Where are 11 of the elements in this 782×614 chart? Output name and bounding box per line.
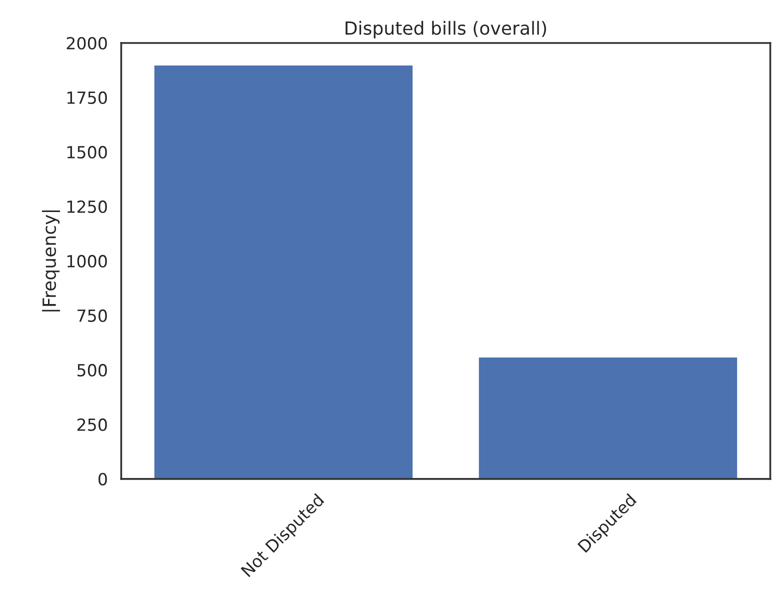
y-tick-label: 1750 xyxy=(67,91,107,104)
y-tick-label: 750 xyxy=(78,309,107,322)
y-tick-label: 1500 xyxy=(67,146,107,159)
y-tick-label: 0 xyxy=(98,472,107,486)
y-axis-title: |Frequency| xyxy=(42,210,60,312)
y-tick-label: 500 xyxy=(77,364,107,377)
y-tick-label: 1250 xyxy=(67,200,107,214)
y-tick-label: 2000 xyxy=(66,36,107,50)
chart-title: Disputed bills (overall) xyxy=(346,20,546,38)
y-tick-label: 250 xyxy=(77,418,107,431)
y-tick-label: 1000 xyxy=(67,254,107,268)
